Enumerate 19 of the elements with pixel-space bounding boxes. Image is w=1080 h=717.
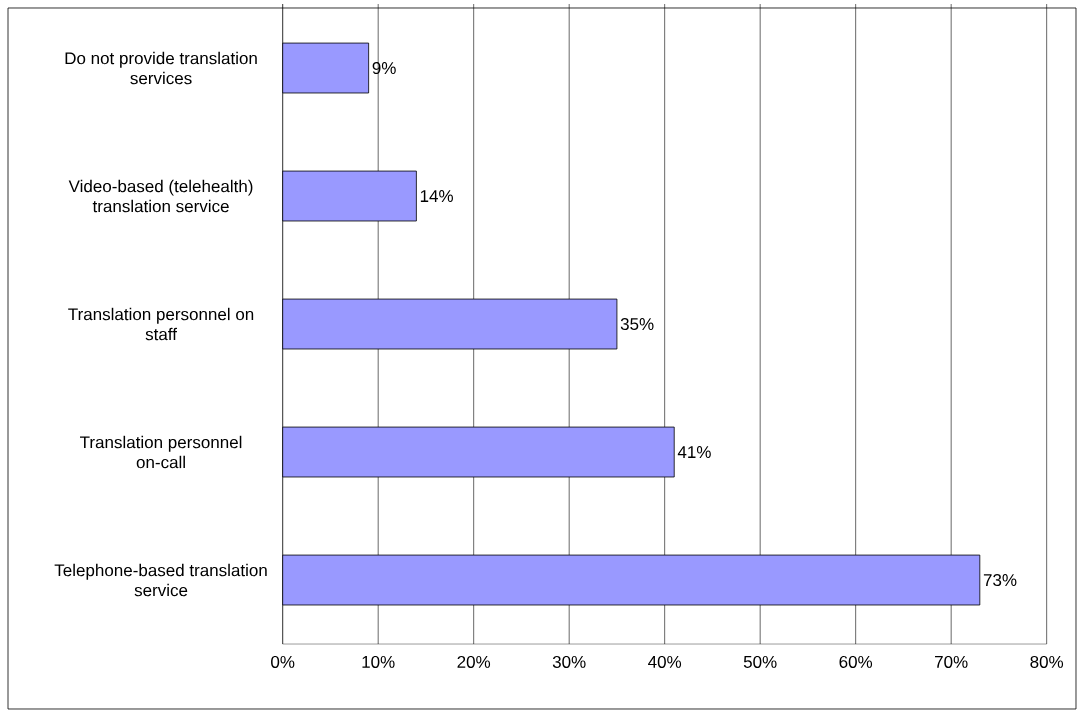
data-label: 41% [677, 446, 711, 458]
x-tick-label: 20% [457, 655, 491, 668]
data-label: 9% [372, 62, 396, 75]
y-tick-label: Translation personnel on staff [68, 307, 254, 341]
x-tick-label: 10% [362, 655, 395, 668]
y-tick-label: Translation personnel on-call [80, 435, 242, 469]
x-tick-label: 50% [743, 655, 777, 668]
x-tick-label: 40% [648, 655, 682, 668]
x-tick-label: 80% [1030, 655, 1064, 668]
data-label: 73% [983, 574, 1017, 587]
data-label: 14% [420, 190, 453, 202]
y-tick-label: Telephone-based translation service [54, 563, 267, 597]
x-tick-label: 0% [271, 655, 295, 668]
x-tick-label: 60% [839, 655, 873, 668]
x-tick-label: 30% [552, 655, 586, 668]
y-tick-label: Video-based (telehealth) translation service [68, 179, 253, 213]
data-label: 35% [620, 318, 654, 331]
y-tick-label: Do not provide translation services [65, 51, 257, 85]
x-tick-label: 70% [935, 655, 968, 668]
